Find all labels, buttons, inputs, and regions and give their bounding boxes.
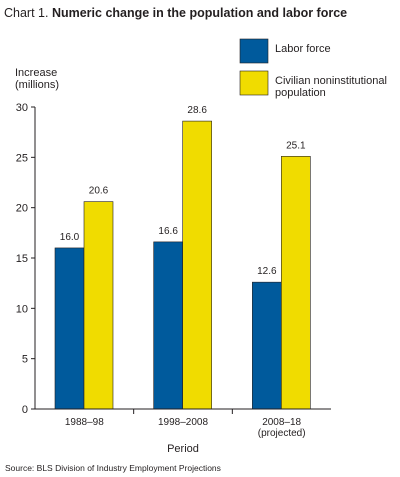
x-tick-label: 1998–2008	[158, 417, 208, 428]
bar	[252, 281, 282, 410]
data-label: 28.6	[187, 105, 207, 116]
chart-title-text: Numeric change in the population and lab…	[51, 6, 348, 20]
data-label: 20.6	[89, 186, 109, 197]
bar	[83, 201, 114, 410]
chart-number: Chart 1.	[4, 6, 49, 20]
data-label: 12.6	[257, 266, 277, 277]
bar	[54, 247, 85, 410]
legend-label: Civilian noninstitutional	[275, 75, 387, 87]
y-axis-label: (millions)	[15, 79, 59, 91]
y-tick-label: 0	[22, 404, 28, 416]
y-tick-label: 5	[22, 354, 28, 366]
y-tick-label: 20	[16, 203, 28, 215]
x-tick-label: 2008–18	[262, 417, 301, 428]
data-label: 16.0	[60, 232, 80, 243]
x-tick-label: (projected)	[258, 428, 306, 439]
data-label: 16.6	[158, 226, 178, 237]
chart-title: Chart 1. Numeric change in the populatio…	[4, 6, 347, 20]
y-tick-label: 30	[16, 102, 28, 114]
y-axis-label: Increase	[15, 67, 57, 79]
legend-label: population	[275, 87, 326, 99]
bar	[153, 241, 183, 410]
legend-swatch	[239, 70, 269, 96]
y-tick-label: 10	[16, 303, 28, 315]
bar	[182, 120, 212, 410]
x-tick-label: 1988–98	[65, 417, 104, 428]
x-axis-label: Period	[167, 443, 199, 455]
source-note: Source: BLS Division of Industry Employm…	[5, 463, 221, 473]
data-label: 25.1	[286, 140, 306, 151]
bar	[281, 156, 311, 410]
y-tick-label: 15	[16, 253, 28, 265]
legend-swatch	[239, 38, 269, 64]
legend-label: Labor force	[275, 43, 331, 55]
y-tick-label: 25	[16, 152, 28, 164]
